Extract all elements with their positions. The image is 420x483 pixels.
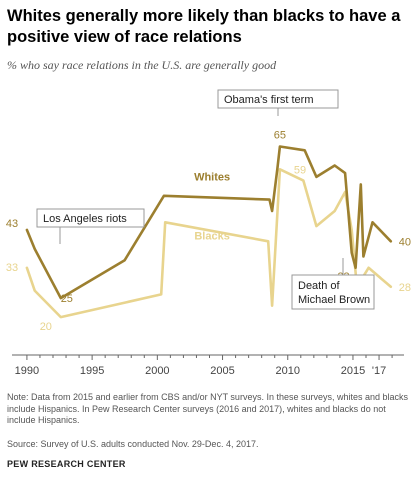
data-label-blacks: 20 bbox=[40, 321, 52, 333]
chart-note: Note: Data from 2015 and earlier from CB… bbox=[7, 392, 409, 425]
data-label-whites: 65 bbox=[274, 130, 286, 142]
x-tick-label: 1990 bbox=[15, 365, 39, 377]
x-tick-label: 2000 bbox=[145, 365, 169, 377]
data-label-blacks: 28 bbox=[399, 282, 411, 294]
whites-series-label: Whites bbox=[194, 172, 230, 184]
annotation-death-of-michael-brown: Death of Michael Brown bbox=[298, 280, 370, 306]
x-tick-label: 2015 bbox=[341, 365, 365, 377]
data-label-whites: 25 bbox=[61, 293, 73, 305]
chart-title: Whites generally more likely than blacks… bbox=[7, 7, 401, 46]
annotation-box bbox=[291, 274, 375, 310]
x-tick-label: 1995 bbox=[80, 365, 104, 377]
annotation-los-angeles-riots: Los Angeles riots bbox=[43, 213, 127, 225]
data-label-whites: 43 bbox=[6, 218, 18, 230]
data-label-blacks: 59 bbox=[294, 164, 306, 176]
chart-subtitle: % who say race relations in the U.S. are… bbox=[7, 58, 277, 72]
whites-series: Whites 43 25 65 33 40 bbox=[6, 130, 411, 306]
annotation-box bbox=[36, 208, 145, 228]
blacks-series-label: Blacks bbox=[194, 230, 229, 242]
x-tick-label: 2010 bbox=[276, 365, 300, 377]
x-tick-label: '17 bbox=[372, 365, 386, 377]
chart-source: Source: Survey of U.S. adults conducted … bbox=[7, 439, 259, 449]
x-tick-label: 2005 bbox=[210, 365, 234, 377]
whites-line bbox=[25, 145, 393, 300]
brand-label: PEW RESEARCH CENTER bbox=[7, 459, 126, 469]
data-label-blacks: 33 bbox=[6, 262, 18, 274]
annotations: Obama's first term Los Angeles riots Death… bbox=[36, 89, 375, 310]
annotation-obama-first-term: Obama's first term bbox=[224, 94, 314, 106]
data-label-whites: 40 bbox=[399, 236, 411, 248]
x-axis: 1990 1995 2000 2005 2010 2015 '17 bbox=[12, 354, 404, 377]
